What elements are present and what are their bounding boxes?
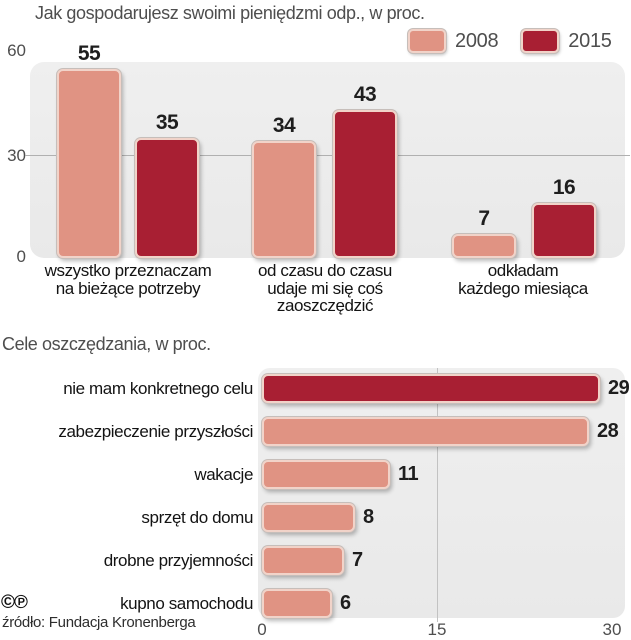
chart2-bar-0: [262, 374, 600, 403]
chart2-bar-3: [262, 503, 355, 532]
copyright-icon: ©: [1, 592, 15, 613]
row-label: nie mam konkretnego celu: [63, 379, 253, 398]
chart1-bar-2008-0: [57, 69, 121, 258]
category-label: od czasu do czasu udaje mi się coś zaosz…: [257, 261, 392, 315]
bar-value-label: 7: [352, 549, 363, 571]
y-axis-tick-0: 0: [16, 247, 26, 266]
y-axis-tick-30: 30: [7, 146, 26, 165]
license-icons: ©℗: [1, 592, 28, 614]
x-axis-tick-0: 0: [257, 620, 267, 639]
source-text: źródło: Fundacja Kronenberga: [2, 614, 196, 631]
row-label: sprzęt do domu: [141, 508, 253, 527]
row-label: zabezpieczenie przyszłości: [58, 422, 253, 441]
chart2-bar-5: [262, 589, 332, 618]
y-axis-tick-60: 60: [7, 41, 26, 60]
bar-value-label: 35: [155, 111, 179, 134]
bar-value-label: 11: [398, 463, 419, 485]
bar-value-label: 16: [552, 176, 576, 199]
row-label: drobne przyjemności: [103, 551, 254, 570]
row-label: wakacje: [194, 465, 253, 484]
bar-value-label: 28: [597, 420, 619, 442]
phonogram-icon: ℗: [14, 592, 28, 613]
x-axis-tick-15: 15: [427, 620, 447, 639]
bar-value-label: 43: [353, 83, 377, 106]
chart1-bar-2008-1: [252, 141, 316, 258]
chart2-title: Cele oszczędzania, w proc.: [2, 334, 211, 354]
chart2-plot-area: [258, 368, 625, 622]
gridline-15-icon: [437, 368, 438, 622]
legend-swatch-2015: [521, 29, 560, 53]
legend-label-2015: 2015: [568, 29, 612, 52]
chart1-plot-area: 55 34 7 35 43 16: [25, 42, 630, 258]
chart2-bar-4: [262, 546, 344, 575]
category-label: odkładam każdego miesiąca: [458, 261, 588, 298]
row-label: kupno samochodu: [120, 594, 253, 613]
chart1-bar-2015-0: [135, 138, 199, 258]
gridline-30-icon: [25, 155, 630, 156]
bar-value-label: 29: [608, 377, 630, 399]
legend-swatch-2008: [408, 29, 446, 53]
chart1-legend: 2008 2015: [408, 29, 612, 53]
bar-value-label: 6: [340, 592, 351, 614]
bar-value-label: 8: [363, 506, 374, 528]
category-label: wszystko przeznaczam na bieżące potrzeby: [44, 261, 212, 298]
chart1-bar-2008-2: [452, 234, 516, 258]
chart2-bar-1: [262, 417, 589, 446]
chart1-bar-2015-1: [333, 110, 397, 258]
legend-label-2008: 2008: [455, 29, 499, 52]
bar-value-label: 34: [272, 114, 296, 137]
bar-value-label: 7: [478, 207, 490, 230]
x-axis-tick-30: 30: [602, 620, 622, 639]
chart1-bar-2015-2: [532, 203, 596, 258]
chart2-bar-2: [262, 460, 390, 489]
chart1-title: Jak gospodarujesz swoimi pieniędzmi odp.…: [35, 3, 425, 23]
bar-value-label: 55: [77, 42, 101, 65]
